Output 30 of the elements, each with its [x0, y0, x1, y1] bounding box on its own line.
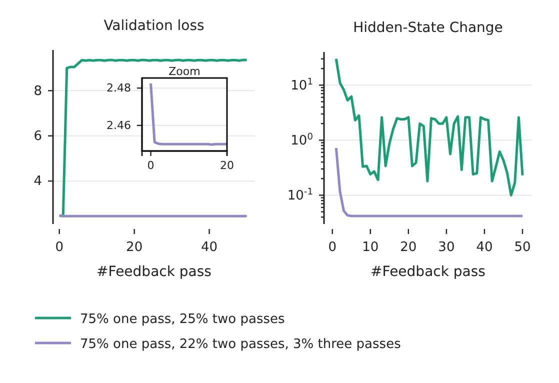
x-tick-label: 20	[126, 240, 143, 256]
x-tick-label: 10	[362, 240, 379, 256]
x-tick-label: 20	[400, 240, 417, 256]
line-series	[58, 58, 248, 218]
x-tick-label: 30	[438, 240, 455, 256]
x-tick-label: 40	[201, 240, 218, 256]
chart-title: Zoom	[168, 65, 200, 78]
x-axis-title: #Feedback pass	[370, 264, 486, 280]
x-tick-label: 0	[55, 240, 64, 256]
x-tick-label: 0	[147, 158, 154, 172]
x-tick-label: 20	[220, 158, 234, 172]
y-tick-label: 2.48	[106, 82, 131, 95]
y-tick-label: 10$^{0}$	[290, 132, 314, 148]
chart-title: Validation loss	[104, 18, 204, 34]
line-series	[334, 58, 524, 196]
y-tick-label: 8	[34, 84, 42, 99]
chart-title: Hidden-State Change	[353, 20, 503, 36]
y-tick-label: 6	[34, 129, 42, 144]
x-tick-label: 0	[328, 240, 337, 256]
line-series	[334, 146, 524, 218]
line-series	[150, 82, 227, 146]
y-tick-label: 10$^{1}$	[290, 77, 313, 94]
y-tick-label: 10$^{-1}$	[287, 187, 313, 204]
legend-label: 75% one pass, 22% two passes, 3% three passes	[80, 337, 402, 352]
legend-label: 75% one pass, 25% two passes	[80, 312, 285, 327]
x-tick-label: 50	[514, 240, 531, 256]
y-tick-label: 2.46	[106, 118, 131, 132]
x-axis-title: #Feedback pass	[96, 264, 212, 280]
x-tick-label: 40	[476, 240, 493, 256]
y-tick-label: 4	[34, 174, 42, 190]
